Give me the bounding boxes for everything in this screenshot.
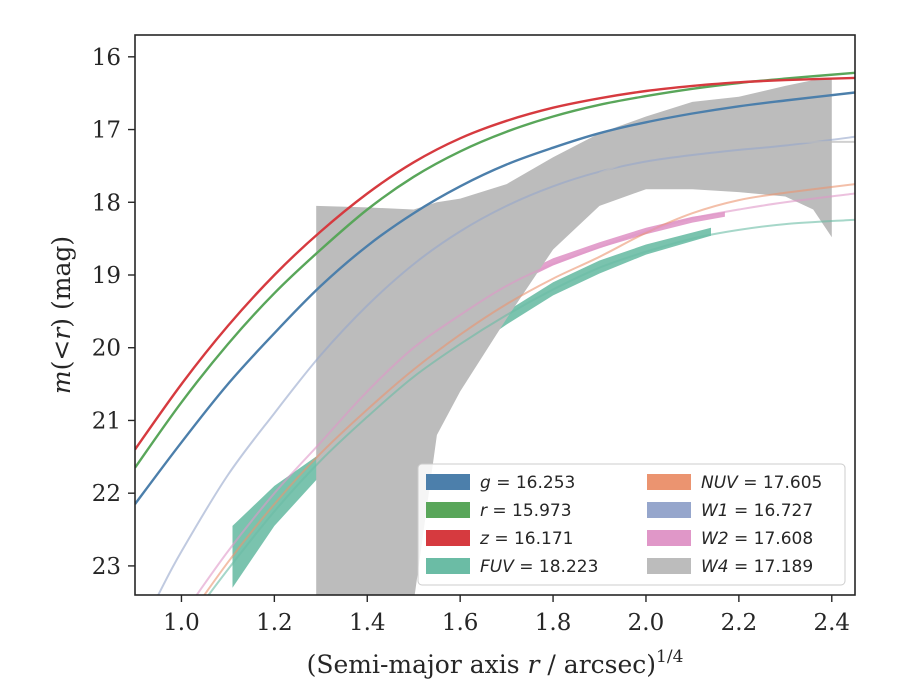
y-tick-label: 17: [92, 118, 121, 144]
x-tick-label: 1.2: [256, 610, 293, 636]
x-tick-label: 2.0: [628, 610, 665, 636]
curve-nuv: [203, 183, 855, 595]
legend-swatch-r: [426, 502, 470, 518]
legend-label-nuv: NUV = 17.605: [701, 473, 822, 493]
legend-swatch-g: [426, 474, 470, 490]
curve-r: [135, 71, 855, 469]
legend-swatch-z: [426, 530, 470, 546]
x-tick-label: 1.0: [163, 610, 200, 636]
legend-swatch-w2: [647, 530, 691, 546]
y-tick-label: 18: [92, 190, 121, 216]
x-tick-label: 1.8: [535, 610, 572, 636]
x-tick-label: 2.4: [813, 610, 850, 636]
legend-frame: [417, 463, 846, 586]
legend: g = 16.253 r = 15.973 z = 16.171 FUV = 18.2…: [417, 463, 846, 586]
x-tick-label: 1.4: [349, 610, 386, 636]
y-tick-label: 20: [92, 336, 121, 362]
legend-label-g: g = 16.253: [480, 473, 575, 493]
band-w4: [316, 78, 832, 595]
curve-g: [135, 91, 855, 505]
curve-w2: [195, 192, 855, 595]
y-axis-label: m(<r) (mag): [47, 236, 76, 394]
y-axis-ticks: 16 17 18 19 20 21 22 23: [92, 45, 135, 580]
legend-label-w4: W4 = 17.189: [701, 557, 813, 577]
y-tick-label: 22: [92, 481, 121, 507]
y-tick-label: 19: [92, 263, 121, 289]
x-axis-ticks: 1.0 1.2 1.4 1.6 1.8 2.0 2.2 2.4: [163, 595, 850, 636]
legend-swatch-fuv: [426, 558, 470, 574]
curve-w1: [157, 135, 855, 595]
legend-swatch-w4: [647, 558, 691, 574]
x-tick-label: 2.2: [721, 610, 758, 636]
legend-label-z: z = 16.171: [479, 529, 573, 549]
model-curves: [135, 71, 855, 595]
curve-fuv: [207, 218, 855, 595]
legend-swatch-nuv: [647, 474, 691, 490]
curve-z: [135, 76, 855, 451]
y-tick-label: 21: [92, 408, 121, 434]
legend-swatch-w1: [647, 502, 691, 518]
y-tick-label: 23: [92, 554, 121, 580]
x-axis-label: (Semi-major axis r / arcsec)1/4: [307, 647, 684, 679]
legend-label-w2: W2 = 17.608: [701, 529, 813, 549]
plot-frame: [134, 34, 856, 596]
data-bands: [232, 78, 832, 595]
curve-w4: [599, 140, 855, 175]
x-tick-label: 1.6: [442, 610, 479, 636]
legend-label-r: r = 15.973: [480, 501, 572, 521]
y-tick-label: 16: [92, 45, 121, 71]
legend-label-w1: W1 = 16.727: [701, 501, 813, 521]
legend-label-fuv: FUV = 18.223: [480, 557, 598, 577]
